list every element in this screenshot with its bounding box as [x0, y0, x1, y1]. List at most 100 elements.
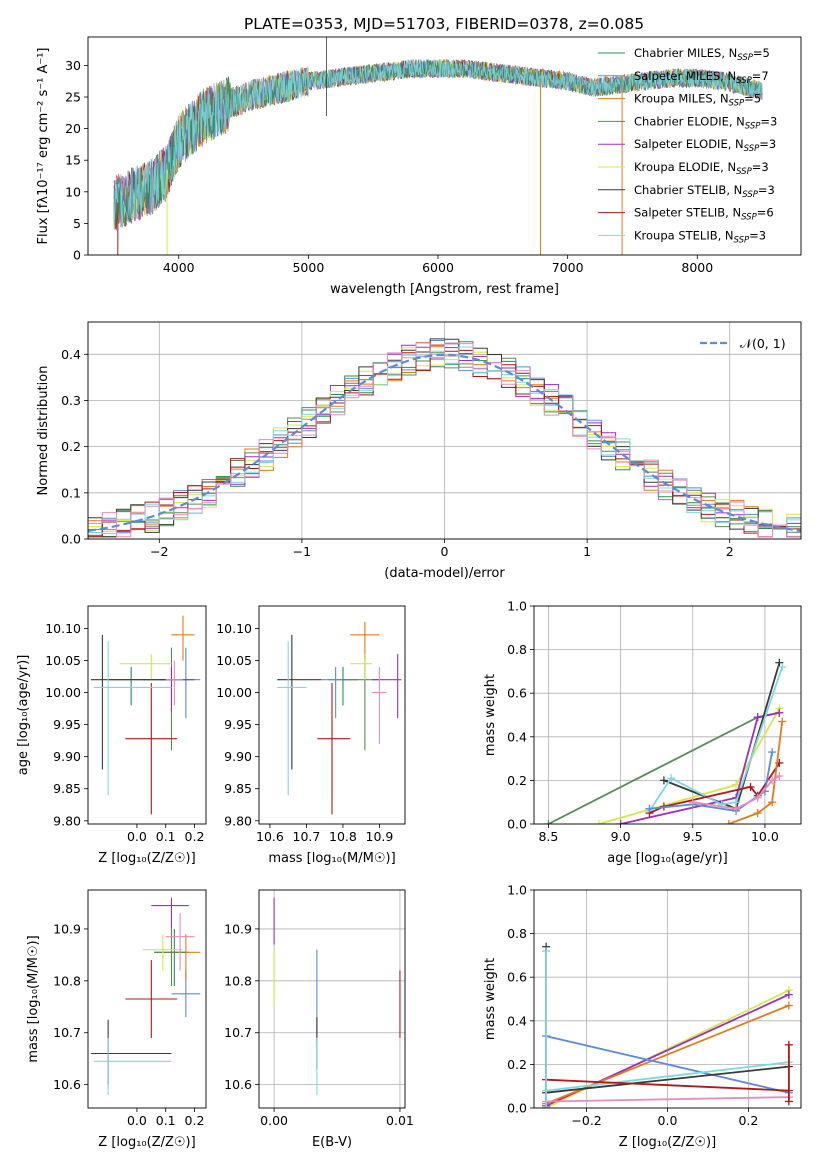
plot-area-age-weight — [544, 658, 787, 824]
errorbar-point — [90, 634, 172, 770]
tick-label-y: 9.80 — [53, 813, 81, 828]
weight-marker — [778, 663, 787, 672]
plot-area-residuals — [88, 338, 801, 538]
weight-marker — [753, 713, 762, 722]
x-axis-label: Z [log₁₀(Z/Z☉)] — [98, 1135, 195, 1150]
weight-marker — [784, 1040, 793, 1049]
errorbar-point — [321, 666, 351, 719]
weight-line-c4 — [620, 711, 780, 824]
axes-frame — [258, 605, 406, 825]
tick-label-y: 0.8 — [507, 926, 527, 941]
tick-label-x: 8.5 — [538, 829, 558, 844]
tick-label-y: 15 — [65, 153, 81, 168]
panel-age-weight: 8.5 9.0 9.5 10.0 0.0 0.2 0.4 0.6 0.8 1.0 age [log₁… — [483, 599, 802, 866]
legend-label: Kroupa STELIB, N — [634, 228, 734, 242]
tick-label-y: 0.2 — [61, 439, 81, 454]
tick-label-y: 0.6 — [507, 686, 527, 701]
tick-label-x: −2 — [150, 544, 168, 559]
legend-entry: Chabrier MILES, NSSP=5 — [634, 46, 770, 63]
plot-area-Z-weight — [542, 942, 793, 1108]
legend-label: Chabrier MILES, N — [634, 46, 737, 60]
axes-frame — [87, 321, 802, 540]
legend-label: Salpeter STELIB, N — [634, 206, 741, 220]
axes-frame — [533, 889, 802, 1109]
legend-suffix: =5 — [753, 46, 770, 60]
tick-label-x: 0.0 — [127, 829, 147, 844]
tick-label-y: 0.4 — [507, 1013, 527, 1028]
tick-label-x: 9.0 — [611, 829, 631, 844]
legend-entry: Salpeter STELIB, NSSP=6 — [634, 206, 774, 223]
tick-label-x: 0 — [441, 544, 449, 559]
tick-label-x: 0.0 — [658, 1113, 678, 1128]
errorbar-point — [328, 666, 358, 706]
panel-spectrum: 4000 5000 6000 7000 8000 0 5 10 15 20 25 30 waveleng… — [36, 36, 802, 297]
tick-label-y: 0 — [73, 248, 81, 263]
errorbar-point — [171, 615, 195, 661]
weight-marker — [784, 1097, 793, 1106]
legend-suffix: =6 — [757, 206, 774, 220]
legend-suffix: =3 — [759, 137, 776, 151]
x-axis-label: age [log₁₀(age/yr)] — [607, 851, 728, 866]
errorbar-point — [93, 1037, 172, 1096]
x-axis-label: Z [log₁₀(Z/Z☉)] — [619, 1135, 716, 1150]
tick-label-x: 6000 — [422, 260, 454, 275]
tick-label-y: 10.05 — [45, 653, 81, 668]
tick-label-y: 10.9 — [224, 921, 252, 936]
panel-EBV-mass: 0.00 0.01 10.6 10.7 10.8 10.9 E(B-V) — [224, 889, 414, 1150]
weight-marker — [768, 748, 777, 757]
legend-suffix: =5 — [744, 92, 761, 106]
errorbar-point — [350, 654, 373, 680]
tick-label-y: 1.0 — [507, 599, 527, 614]
tick-label-y: 9.90 — [53, 749, 81, 764]
weight-marker — [784, 1001, 793, 1010]
weight-marker — [778, 717, 787, 726]
tick-label-x: 2 — [726, 544, 734, 559]
weight-marker — [784, 990, 793, 999]
y-axis-label: Flux [fλ10⁻¹⁷ erg cm⁻² s⁻¹ A⁻¹] — [36, 48, 51, 245]
errorbar-point — [108, 666, 166, 706]
panel-Z-mass: 0.0 0.1 0.2 10.6 10.7 10.8 10.9 Z [log₁₀(Z/Z☉)]… — [26, 889, 207, 1150]
tick-label-y: 9.80 — [224, 813, 252, 828]
legend-sub: SSP — [736, 76, 752, 86]
panel-Z-weight: −0.2 0.0 0.2 0.0 0.2 0.4 0.6 0.8 1.0 Z [log₁₀(Z/Z… — [483, 883, 802, 1150]
errorbar-point — [165, 660, 183, 706]
weight-marker — [544, 820, 553, 824]
weight-marker — [542, 947, 551, 956]
errorbar-point — [90, 1019, 172, 1085]
weight-marker — [645, 804, 654, 813]
tick-label-y: 0.4 — [507, 729, 527, 744]
figure-title: PLATE=0353, MJD=51703, FIBERID=0378, z=0… — [244, 15, 644, 33]
tick-label-y: 0.1 — [61, 485, 81, 500]
weight-line-c5 — [598, 708, 781, 824]
x-axis-label: (data-model)/error — [384, 566, 505, 581]
tick-label-x: 0.2 — [185, 1113, 205, 1128]
weight-marker — [746, 782, 755, 791]
tick-label-x: 0.1 — [156, 829, 176, 844]
panel-Z-age: 0.0 0.1 0.2 9.80 9.85 9.90 9.95 10.00 10.05 10.10… — [16, 605, 207, 866]
legend-label: Chabrier ELODIE, N — [634, 114, 745, 128]
weight-line-c1 — [545, 1035, 790, 1094]
weight-marker — [753, 809, 762, 818]
tick-label-y: 9.85 — [224, 781, 252, 796]
plot-area-EBV-mass — [273, 897, 401, 1096]
errorbar-point — [159, 666, 195, 712]
tick-label-y: 25 — [65, 90, 81, 105]
tick-label-y: 10.7 — [224, 1025, 252, 1040]
errorbar-point — [372, 666, 387, 744]
legend-label: Salpeter MILES, N — [634, 69, 736, 83]
tick-label-x: −0.2 — [571, 1113, 601, 1128]
tick-label-x: 1 — [583, 544, 591, 559]
y-axis-label: mass [log₁₀(M/M☉)] — [26, 935, 41, 1062]
tick-label-x: 10.8 — [329, 829, 357, 844]
plot-area-Z-age — [90, 615, 201, 815]
legend-sub: SSP — [736, 167, 752, 177]
x-axis-label: Z [log₁₀(Z/Z☉)] — [98, 851, 195, 866]
tick-label-y: 10.7 — [53, 1025, 81, 1040]
weight-marker — [542, 1104, 551, 1108]
errorbar-point — [317, 682, 351, 815]
tick-label-x: 10.7 — [293, 829, 321, 844]
histogram-c6 — [88, 338, 801, 538]
tick-label-y: 0.6 — [507, 970, 527, 985]
tick-label-x: 10.0 — [751, 829, 779, 844]
tick-label-x: 7000 — [552, 260, 584, 275]
